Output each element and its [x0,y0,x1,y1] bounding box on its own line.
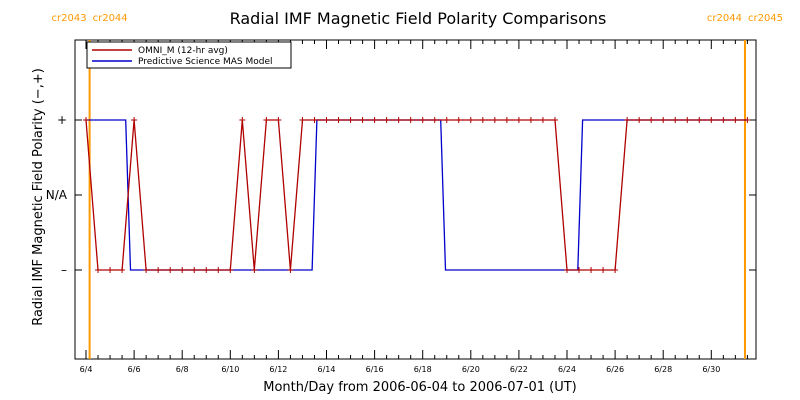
x-tick-label: 6/20 [462,365,480,374]
data-point [479,117,486,123]
data-point [684,117,691,123]
data-point [600,267,607,273]
data-point [263,117,270,123]
data-point [119,267,126,273]
data-point [239,117,246,123]
data-point [203,267,210,273]
y-tick-label: + [57,113,67,127]
legend: OMNI_M (12-hr avg)Predictive Science MAS… [86,41,292,69]
series-layer [83,117,751,273]
data-point [287,267,294,273]
data-point [564,267,570,273]
data-point [107,267,114,273]
series-line [86,119,748,271]
data-point [443,117,450,123]
carrington-markers: cr2043 cr2044 cr2044 cr2045 [52,13,783,359]
data-point [431,117,438,123]
data-point [624,117,631,123]
data-point [732,117,739,123]
data-point [576,267,583,273]
x-tick-label: 6/22 [510,365,528,374]
data-point [648,117,655,123]
data-point [95,267,102,273]
data-point [131,117,138,123]
data-point [323,117,330,123]
data-point [299,117,306,123]
x-tick-label: 6/14 [318,365,336,374]
data-point [696,117,703,123]
data-point [467,117,474,123]
data-point [371,117,378,123]
data-point [515,117,522,123]
data-point [672,117,679,123]
data-point [347,117,354,123]
data-point [455,117,462,123]
data-point [395,117,402,123]
data-point [83,117,89,123]
carrington-label-right: cr2045 [748,13,783,24]
data-point [720,117,727,123]
x-tick-label: 6/28 [654,365,672,374]
data-point [539,117,546,123]
x-tick-label: 6/12 [269,365,287,374]
carrington-label-right: cr2044 [93,13,128,24]
x-tick-label: 6/30 [702,365,720,374]
x-tick-label: 6/18 [414,365,432,374]
data-point [227,267,234,273]
x-axis-label: Month/Day from 2006-06-04 to 2006-07-01 … [263,380,576,395]
data-point [167,267,174,273]
data-point [251,267,258,273]
y-axis: + N/A – [46,113,756,277]
x-tick-label: 6/26 [606,365,624,374]
series-line [85,119,748,271]
data-point [588,267,595,273]
x-axis: 6/4 6/6 6/8 6/10 6/12 6/14 6/16 6/18 6/20 6/22 6/2… [80,40,748,374]
x-tick-label: 6/8 [176,365,189,374]
data-point [359,117,366,123]
data-point [179,267,186,273]
x-tick-label: 6/4 [80,365,93,374]
data-point [419,117,426,123]
data-point [311,117,318,123]
data-point [155,267,162,273]
data-point [275,117,282,123]
data-point [335,117,342,123]
y-tick-label: – [61,263,67,277]
data-point [407,117,414,123]
data-point [636,117,643,123]
data-point [215,267,222,273]
data-point [612,267,619,273]
data-point [551,117,558,123]
y-tick-label: N/A [46,188,68,202]
legend-entry: Predictive Science MAS Model [138,57,273,67]
y-axis-label: Radial IMF Magnetic Field Polarity (−,+) [31,68,46,326]
data-point [383,117,390,123]
legend-entry: OMNI_M (12-hr avg) [138,46,228,56]
x-tick-label: 6/24 [558,365,576,374]
data-point [744,117,751,123]
data-point [527,117,534,123]
plot-frame [74,39,757,360]
carrington-label-left: cr2043 [52,13,87,24]
x-tick-label: 6/16 [366,365,384,374]
data-point [660,117,667,123]
legend-box [86,41,292,69]
data-point [491,117,498,123]
data-point [143,267,150,273]
data-point [503,117,510,123]
carrington-label-left: cr2044 [707,13,742,24]
chart-title: Radial IMF Magnetic Field Polarity Compa… [230,9,607,28]
data-point [708,117,715,123]
data-point [191,267,198,273]
x-tick-label: 6/10 [221,365,239,374]
x-tick-label: 6/6 [128,365,141,374]
